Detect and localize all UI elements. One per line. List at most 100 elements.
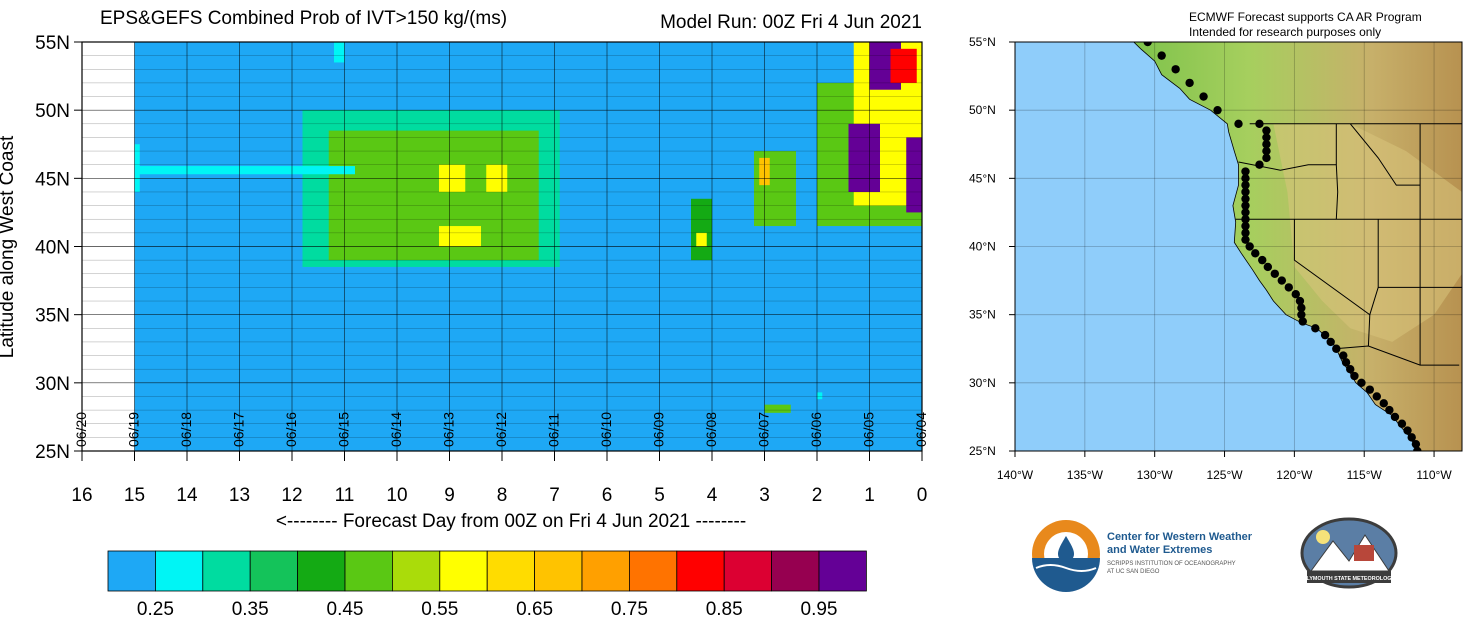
coast-point [1413, 446, 1422, 451]
state-borders [1235, 123, 1462, 366]
ivt-probability-chart: EPS&GEFS Combined Prob of IVT>150 kg/(ms… [0, 8, 929, 620]
date-label: 06/10 [598, 412, 614, 447]
colorbar-swatch [818, 550, 867, 592]
x-tick-label: 3 [759, 485, 770, 506]
x-tick-label: 10 [386, 485, 407, 506]
date-label: 06/09 [651, 412, 667, 447]
coast-point [1407, 433, 1416, 442]
coast-point [1251, 249, 1260, 258]
y-tick-label: 25N [35, 442, 70, 463]
coast-point [1157, 51, 1166, 60]
x-tick-label: 8 [497, 485, 508, 506]
cw3e-line-4: AT UC SAN DIEGO [1107, 569, 1160, 575]
map-lon-label: 135°W [1067, 468, 1104, 482]
x-tick-label: 1 [864, 485, 875, 506]
map-lon-label: 115°W [1347, 468, 1383, 482]
y-tick-label: 55N [35, 33, 70, 54]
heatmap-region [134, 144, 140, 192]
date-label: 06/19 [126, 412, 142, 447]
x-tick-label: 14 [176, 485, 198, 506]
coast-point [1297, 303, 1306, 313]
cw3e-logo: Center for Western Weather and Water Ext… [1032, 520, 1253, 592]
heatmap-region [696, 232, 707, 247]
coast-point [1291, 290, 1300, 299]
coast-point [1297, 310, 1306, 319]
x-tick-label: 13 [229, 485, 250, 506]
coast-point [1379, 399, 1388, 408]
cw3e-emblem-icon [1032, 520, 1100, 592]
x-tick-label: 15 [124, 485, 145, 506]
colorbar-swatch [534, 550, 583, 592]
y-tick-label: 35N [35, 306, 70, 327]
coast-point [1262, 146, 1271, 156]
coast-point [1143, 42, 1152, 47]
x-tick-label: 0 [917, 485, 928, 506]
coast-point [1277, 276, 1287, 285]
coast-point [1403, 426, 1412, 435]
coast-point [1241, 228, 1250, 238]
coast-point [1213, 105, 1222, 115]
coast-point [1284, 283, 1293, 292]
coast-point [1255, 160, 1264, 169]
coast-point [1234, 119, 1243, 128]
date-label: 06/13 [441, 412, 457, 447]
coast-point [1258, 255, 1267, 265]
date-label: 06/17 [231, 412, 247, 447]
heatmap-region [848, 123, 880, 192]
x-tick-label: 16 [71, 485, 92, 506]
colorbar-swatch [723, 550, 773, 592]
colorbar-label: 0.75 [611, 599, 648, 620]
psu-logo: PLYMOUTH STATE METEOROLOGY [1300, 517, 1398, 589]
x-tick-label: 6 [602, 485, 613, 506]
date-label: 06/04 [913, 412, 929, 447]
date-label: 06/15 [336, 412, 352, 447]
x-tick-label: 11 [335, 485, 355, 506]
colorbar-swatch [107, 550, 156, 592]
coast-point [1350, 371, 1359, 381]
heatmap-region [764, 404, 791, 413]
coast-point [1241, 201, 1250, 210]
colorbar-swatch [344, 550, 393, 592]
border-line [1349, 123, 1421, 186]
y-axis-ticks: 55N 50N 45N 40N 35N 30N 25N [35, 33, 82, 463]
colorbar-swatch [676, 550, 725, 592]
coast-point [1199, 92, 1208, 101]
coast-point [1262, 153, 1271, 163]
map-lat-label: 30°N [969, 376, 996, 390]
date-label: 06/08 [703, 412, 719, 447]
map-lon-label: 125°W [1206, 468, 1243, 482]
heatmap-region [890, 48, 917, 83]
x-tick-label: 4 [707, 485, 718, 506]
colorbar-label: 0.55 [421, 599, 458, 620]
date-labels: 06/20 06/19 06/18 06/17 06/16 06/15 06/14 06/13… [73, 412, 929, 447]
map-lat-label: 25°N [969, 444, 996, 458]
heatmap-region [334, 42, 345, 63]
x-tick-label: 7 [549, 485, 560, 506]
colorbar-label: 0.65 [516, 599, 553, 620]
colorbar-swatch [439, 550, 488, 592]
coast-point [1298, 317, 1307, 326]
coast-point [1346, 365, 1355, 374]
border-line [1335, 123, 1339, 220]
colorbar-swatch [771, 550, 820, 592]
heatmap-region [134, 166, 355, 175]
coast-point [1262, 126, 1271, 135]
x-tick-label: 2 [812, 485, 823, 506]
coast-point [1390, 412, 1400, 422]
coast-point [1185, 78, 1194, 88]
colorbar-label: 0.25 [137, 599, 174, 620]
coast-point [1241, 187, 1250, 197]
y-axis-label: Latitude along West Coast [0, 135, 18, 358]
coast-point [1241, 221, 1250, 231]
psu-text: PLYMOUTH STATE METEOROLOGY [1303, 576, 1396, 582]
heatmap-region [439, 226, 481, 247]
date-label: 06/07 [756, 412, 772, 447]
coast-point [1241, 208, 1250, 217]
date-label: 06/11 [546, 413, 562, 447]
colorbar-label: 0.85 [706, 599, 743, 620]
y-tick-label: 45N [35, 169, 70, 190]
cw3e-line-1: Center for Western Weather [1107, 531, 1253, 543]
coast-point [1241, 167, 1250, 176]
coast-point [1241, 174, 1250, 183]
colorbar-swatch [391, 550, 441, 592]
